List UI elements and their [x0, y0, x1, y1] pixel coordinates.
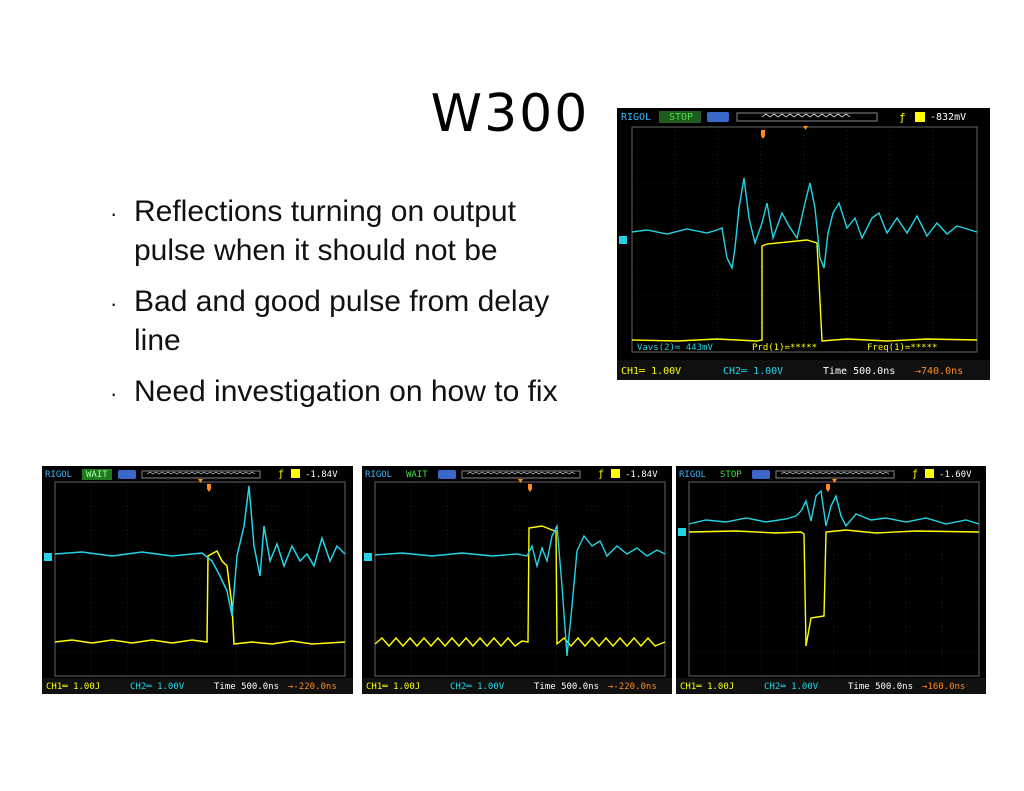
memory-wave	[146, 471, 256, 475]
trigger-edge-icon: ƒ	[912, 469, 918, 480]
trigger-marker-icon	[518, 479, 523, 483]
trigger-position-icon	[207, 484, 211, 492]
trigger-position-icon	[761, 130, 765, 139]
trigger-level: -832mV	[930, 112, 966, 123]
bullet-item: · Reflections turning on output pulse whe…	[110, 195, 516, 267]
bullet-dot-icon: ·	[110, 291, 118, 316]
trigger-marker-icon	[198, 479, 203, 483]
memory-bar	[736, 112, 878, 122]
bullet-dot-icon: ·	[110, 201, 118, 226]
scope-brand: RIGOL	[45, 470, 72, 480]
trigger-position-icon	[826, 484, 830, 492]
trigger-edge-icon: ƒ	[899, 111, 906, 124]
trigger-level: -1.84V	[305, 470, 338, 480]
oscilloscope-screenshot: RIGOL STOP ƒ -1.60V CH1═ 1.00J CH2═ 1.00…	[676, 466, 986, 694]
trigger-offset: →160.0ns	[922, 682, 965, 692]
ch1-scale: CH1═ 1.00V	[621, 366, 681, 377]
ch1-waveform	[54, 549, 346, 645]
memory-icon	[752, 470, 770, 479]
ch2-scale: CH2═ 1.00V	[764, 682, 819, 692]
status-bar	[362, 678, 672, 694]
timebase: Time 500.0ns	[534, 682, 599, 692]
bullet-dot-icon: ·	[110, 381, 118, 406]
scope-brand: RIGOL	[621, 112, 651, 123]
trigger-edge-icon: ƒ	[598, 469, 604, 480]
ch1-scale: CH1═ 1.00J	[680, 682, 734, 692]
timebase: Time 500.0ns	[823, 366, 895, 377]
trigger-level: -1.84V	[625, 470, 658, 480]
memory-wave	[761, 113, 851, 118]
trigger-marker-icon	[803, 126, 808, 130]
measurement-vavg: Vavs(2)= 443mV	[637, 343, 713, 353]
memory-wave	[780, 471, 890, 475]
trigger-edge-icon: ƒ	[278, 469, 284, 480]
scope-grid-frame	[631, 126, 978, 353]
bullet-item: · Need investigation on how to fix	[110, 372, 590, 411]
status-bar	[676, 678, 986, 694]
status-badge-bg	[659, 111, 701, 123]
ch2-marker-icon	[619, 236, 627, 244]
ch2-waveform	[54, 485, 346, 617]
ch1-waveform	[374, 525, 666, 648]
memory-bar	[141, 470, 261, 479]
status-bar	[42, 678, 353, 694]
trigger-channel-badge	[925, 469, 934, 478]
scope-grid	[689, 482, 979, 676]
bullet-item: · Bad and good pulse from delay line	[110, 285, 550, 357]
status-bar	[617, 360, 990, 380]
ch2-marker-icon	[678, 528, 686, 536]
timebase: Time 500.0ns	[214, 682, 279, 692]
trigger-level: -1.60V	[939, 470, 972, 480]
trigger-channel-badge	[915, 112, 925, 122]
oscilloscope-display: RIGOL STOP ƒ -832mV Vavs(2)= 443mV Prd(1…	[617, 111, 990, 380]
trigger-marker-icon	[832, 479, 837, 483]
ch2-scale: CH2═ 1.00V	[130, 682, 185, 692]
trigger-channel-badge	[291, 469, 300, 478]
ch2-scale: CH2═ 1.00V	[723, 366, 783, 377]
ch1-waveform	[688, 529, 980, 647]
scope-brand: RIGOL	[679, 470, 706, 480]
memory-icon	[707, 112, 729, 122]
memory-icon	[438, 470, 456, 479]
memory-bar	[775, 470, 895, 479]
bullet-list: · Reflections turning on output pulse whe…	[110, 192, 590, 423]
scope-grid	[55, 482, 345, 676]
ch1-waveform	[631, 239, 978, 342]
ch2-waveform	[688, 489, 980, 528]
oscilloscope-display: RIGOL WAIT ƒ -1.84V CH1═ 1.00J CH2═ 1.00…	[362, 469, 672, 694]
ch2-waveform	[631, 177, 978, 271]
status-badge: STOP	[720, 470, 742, 480]
status-badge-bg	[82, 469, 112, 480]
ch1-scale: CH1═ 1.00J	[366, 682, 420, 692]
trigger-offset: →740.0ns	[915, 366, 963, 377]
trigger-offset: →-220.0ns	[288, 682, 337, 692]
status-badge: WAIT	[406, 470, 428, 480]
scope-grid	[375, 482, 665, 676]
oscilloscope-display: RIGOL STOP ƒ -1.60V CH1═ 1.00J CH2═ 1.00…	[676, 469, 986, 694]
memory-icon	[118, 470, 136, 479]
slide-title: W300	[430, 84, 590, 144]
oscilloscope-screenshot: RIGOL WAIT ƒ -1.84V CH1═ 1.00J CH2═ 1.00…	[362, 466, 672, 694]
memory-wave	[466, 471, 576, 475]
measurement-period: Prd(1)=*****	[752, 343, 817, 353]
trigger-channel-badge	[611, 469, 620, 478]
trigger-position-icon	[528, 484, 532, 492]
ch2-waveform	[374, 523, 666, 657]
status-badge: WAIT	[86, 470, 108, 480]
timebase: Time 500.0ns	[848, 682, 913, 692]
oscilloscope-screenshot: RIGOL STOP ƒ -832mV Vavs(2)= 443mV Prd(1…	[617, 108, 990, 380]
oscilloscope-display: RIGOL WAIT ƒ -1.84V CH1═ 1.00J CH2═ 1.00…	[42, 469, 353, 694]
oscilloscope-screenshot: RIGOL WAIT ƒ -1.84V CH1═ 1.00J CH2═ 1.00…	[42, 466, 353, 694]
ch2-scale: CH2═ 1.00V	[450, 682, 505, 692]
ch1-scale: CH1═ 1.00J	[46, 682, 100, 692]
trigger-offset: →-220.0ns	[608, 682, 657, 692]
ch2-marker-icon	[364, 553, 372, 561]
scope-brand: RIGOL	[365, 470, 392, 480]
scope-grid	[632, 127, 977, 352]
ch2-marker-icon	[44, 553, 52, 561]
measurement-frequency: Freq(1)=*****	[867, 343, 937, 353]
memory-bar	[461, 470, 581, 479]
status-badge: STOP	[669, 112, 693, 123]
